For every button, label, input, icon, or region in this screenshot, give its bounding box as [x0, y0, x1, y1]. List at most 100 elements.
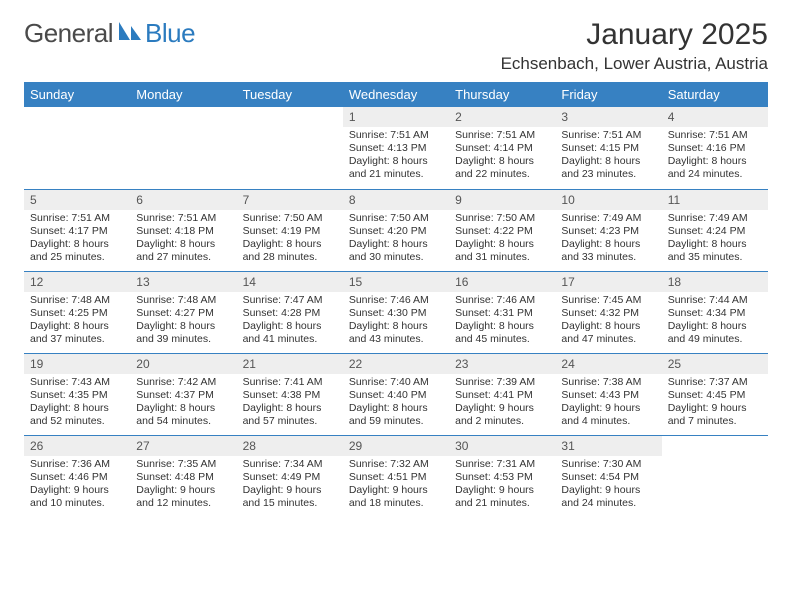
calendar-day-cell: 4Sunrise: 7:51 AMSunset: 4:16 PMDaylight… — [662, 107, 768, 189]
day-number: 24 — [555, 354, 661, 374]
day-details: Sunrise: 7:51 AMSunset: 4:14 PMDaylight:… — [449, 127, 555, 186]
day-details: Sunrise: 7:49 AMSunset: 4:24 PMDaylight:… — [662, 210, 768, 269]
weekday-header: Wednesday — [343, 82, 449, 107]
calendar-day-cell: 25Sunrise: 7:37 AMSunset: 4:45 PMDayligh… — [662, 353, 768, 435]
day-details: Sunrise: 7:30 AMSunset: 4:54 PMDaylight:… — [555, 456, 661, 515]
day-details: Sunrise: 7:48 AMSunset: 4:27 PMDaylight:… — [130, 292, 236, 351]
day-number: 14 — [237, 272, 343, 292]
day-number: 2 — [449, 107, 555, 127]
calendar-day-cell: 5Sunrise: 7:51 AMSunset: 4:17 PMDaylight… — [24, 189, 130, 271]
calendar-day-cell: 29Sunrise: 7:32 AMSunset: 4:51 PMDayligh… — [343, 435, 449, 517]
day-details: Sunrise: 7:45 AMSunset: 4:32 PMDaylight:… — [555, 292, 661, 351]
day-details: Sunrise: 7:51 AMSunset: 4:16 PMDaylight:… — [662, 127, 768, 186]
day-number: 30 — [449, 436, 555, 456]
day-number: 10 — [555, 190, 661, 210]
day-details: Sunrise: 7:51 AMSunset: 4:15 PMDaylight:… — [555, 127, 661, 186]
calendar-day-cell: 12Sunrise: 7:48 AMSunset: 4:25 PMDayligh… — [24, 271, 130, 353]
day-details: Sunrise: 7:34 AMSunset: 4:49 PMDaylight:… — [237, 456, 343, 515]
day-details: Sunrise: 7:46 AMSunset: 4:31 PMDaylight:… — [449, 292, 555, 351]
day-number: 17 — [555, 272, 661, 292]
calendar-day-cell: 30Sunrise: 7:31 AMSunset: 4:53 PMDayligh… — [449, 435, 555, 517]
day-number: 18 — [662, 272, 768, 292]
day-number — [24, 107, 130, 125]
calendar-day-cell: 31Sunrise: 7:30 AMSunset: 4:54 PMDayligh… — [555, 435, 661, 517]
calendar-day-cell — [662, 435, 768, 517]
day-details: Sunrise: 7:38 AMSunset: 4:43 PMDaylight:… — [555, 374, 661, 433]
calendar-day-cell: 2Sunrise: 7:51 AMSunset: 4:14 PMDaylight… — [449, 107, 555, 189]
day-number: 25 — [662, 354, 768, 374]
day-details: Sunrise: 7:42 AMSunset: 4:37 PMDaylight:… — [130, 374, 236, 433]
header: General Blue January 2025 Echsenbach, Lo… — [24, 18, 768, 74]
month-title: January 2025 — [501, 18, 768, 52]
day-number: 16 — [449, 272, 555, 292]
calendar-day-cell: 8Sunrise: 7:50 AMSunset: 4:20 PMDaylight… — [343, 189, 449, 271]
day-number: 22 — [343, 354, 449, 374]
calendar-day-cell: 26Sunrise: 7:36 AMSunset: 4:46 PMDayligh… — [24, 435, 130, 517]
calendar-day-cell: 15Sunrise: 7:46 AMSunset: 4:30 PMDayligh… — [343, 271, 449, 353]
day-number: 23 — [449, 354, 555, 374]
logo-text-general: General — [24, 18, 113, 49]
day-number — [662, 436, 768, 454]
day-details: Sunrise: 7:39 AMSunset: 4:41 PMDaylight:… — [449, 374, 555, 433]
calendar-day-cell: 14Sunrise: 7:47 AMSunset: 4:28 PMDayligh… — [237, 271, 343, 353]
day-number: 1 — [343, 107, 449, 127]
logo: General Blue — [24, 18, 195, 49]
weekday-header: Monday — [130, 82, 236, 107]
day-number: 15 — [343, 272, 449, 292]
calendar-week-row: 26Sunrise: 7:36 AMSunset: 4:46 PMDayligh… — [24, 435, 768, 517]
day-details: Sunrise: 7:51 AMSunset: 4:18 PMDaylight:… — [130, 210, 236, 269]
calendar-week-row: 5Sunrise: 7:51 AMSunset: 4:17 PMDaylight… — [24, 189, 768, 271]
calendar-day-cell: 16Sunrise: 7:46 AMSunset: 4:31 PMDayligh… — [449, 271, 555, 353]
calendar-day-cell: 21Sunrise: 7:41 AMSunset: 4:38 PMDayligh… — [237, 353, 343, 435]
day-number: 7 — [237, 190, 343, 210]
calendar-body: 1Sunrise: 7:51 AMSunset: 4:13 PMDaylight… — [24, 107, 768, 517]
day-number: 20 — [130, 354, 236, 374]
day-number: 8 — [343, 190, 449, 210]
day-number: 6 — [130, 190, 236, 210]
day-number: 28 — [237, 436, 343, 456]
calendar-day-cell: 10Sunrise: 7:49 AMSunset: 4:23 PMDayligh… — [555, 189, 661, 271]
day-details: Sunrise: 7:36 AMSunset: 4:46 PMDaylight:… — [24, 456, 130, 515]
calendar-day-cell: 13Sunrise: 7:48 AMSunset: 4:27 PMDayligh… — [130, 271, 236, 353]
calendar-day-cell: 28Sunrise: 7:34 AMSunset: 4:49 PMDayligh… — [237, 435, 343, 517]
calendar-day-cell — [130, 107, 236, 189]
calendar-day-cell — [24, 107, 130, 189]
day-number: 31 — [555, 436, 661, 456]
weekday-header: Saturday — [662, 82, 768, 107]
calendar-week-row: 19Sunrise: 7:43 AMSunset: 4:35 PMDayligh… — [24, 353, 768, 435]
day-details: Sunrise: 7:49 AMSunset: 4:23 PMDaylight:… — [555, 210, 661, 269]
calendar-day-cell: 3Sunrise: 7:51 AMSunset: 4:15 PMDaylight… — [555, 107, 661, 189]
calendar-day-cell: 19Sunrise: 7:43 AMSunset: 4:35 PMDayligh… — [24, 353, 130, 435]
calendar-week-row: 1Sunrise: 7:51 AMSunset: 4:13 PMDaylight… — [24, 107, 768, 189]
logo-sail-icon — [117, 18, 143, 49]
day-details: Sunrise: 7:50 AMSunset: 4:22 PMDaylight:… — [449, 210, 555, 269]
day-details: Sunrise: 7:51 AMSunset: 4:13 PMDaylight:… — [343, 127, 449, 186]
calendar-day-cell: 1Sunrise: 7:51 AMSunset: 4:13 PMDaylight… — [343, 107, 449, 189]
day-number: 27 — [130, 436, 236, 456]
day-details: Sunrise: 7:50 AMSunset: 4:20 PMDaylight:… — [343, 210, 449, 269]
day-details: Sunrise: 7:40 AMSunset: 4:40 PMDaylight:… — [343, 374, 449, 433]
calendar-day-cell: 27Sunrise: 7:35 AMSunset: 4:48 PMDayligh… — [130, 435, 236, 517]
weekday-header: Tuesday — [237, 82, 343, 107]
day-number: 3 — [555, 107, 661, 127]
location: Echsenbach, Lower Austria, Austria — [501, 54, 768, 74]
day-number: 4 — [662, 107, 768, 127]
day-details: Sunrise: 7:37 AMSunset: 4:45 PMDaylight:… — [662, 374, 768, 433]
day-number: 12 — [24, 272, 130, 292]
day-number: 9 — [449, 190, 555, 210]
day-details: Sunrise: 7:32 AMSunset: 4:51 PMDaylight:… — [343, 456, 449, 515]
day-details: Sunrise: 7:47 AMSunset: 4:28 PMDaylight:… — [237, 292, 343, 351]
calendar-day-cell: 9Sunrise: 7:50 AMSunset: 4:22 PMDaylight… — [449, 189, 555, 271]
day-number — [130, 107, 236, 125]
title-block: January 2025 Echsenbach, Lower Austria, … — [501, 18, 768, 74]
calendar-day-cell: 24Sunrise: 7:38 AMSunset: 4:43 PMDayligh… — [555, 353, 661, 435]
day-number: 5 — [24, 190, 130, 210]
weekday-header: Sunday — [24, 82, 130, 107]
calendar-day-cell: 18Sunrise: 7:44 AMSunset: 4:34 PMDayligh… — [662, 271, 768, 353]
day-details: Sunrise: 7:51 AMSunset: 4:17 PMDaylight:… — [24, 210, 130, 269]
weekday-header: Friday — [555, 82, 661, 107]
day-number: 29 — [343, 436, 449, 456]
day-details: Sunrise: 7:35 AMSunset: 4:48 PMDaylight:… — [130, 456, 236, 515]
day-number: 13 — [130, 272, 236, 292]
calendar-day-cell: 11Sunrise: 7:49 AMSunset: 4:24 PMDayligh… — [662, 189, 768, 271]
